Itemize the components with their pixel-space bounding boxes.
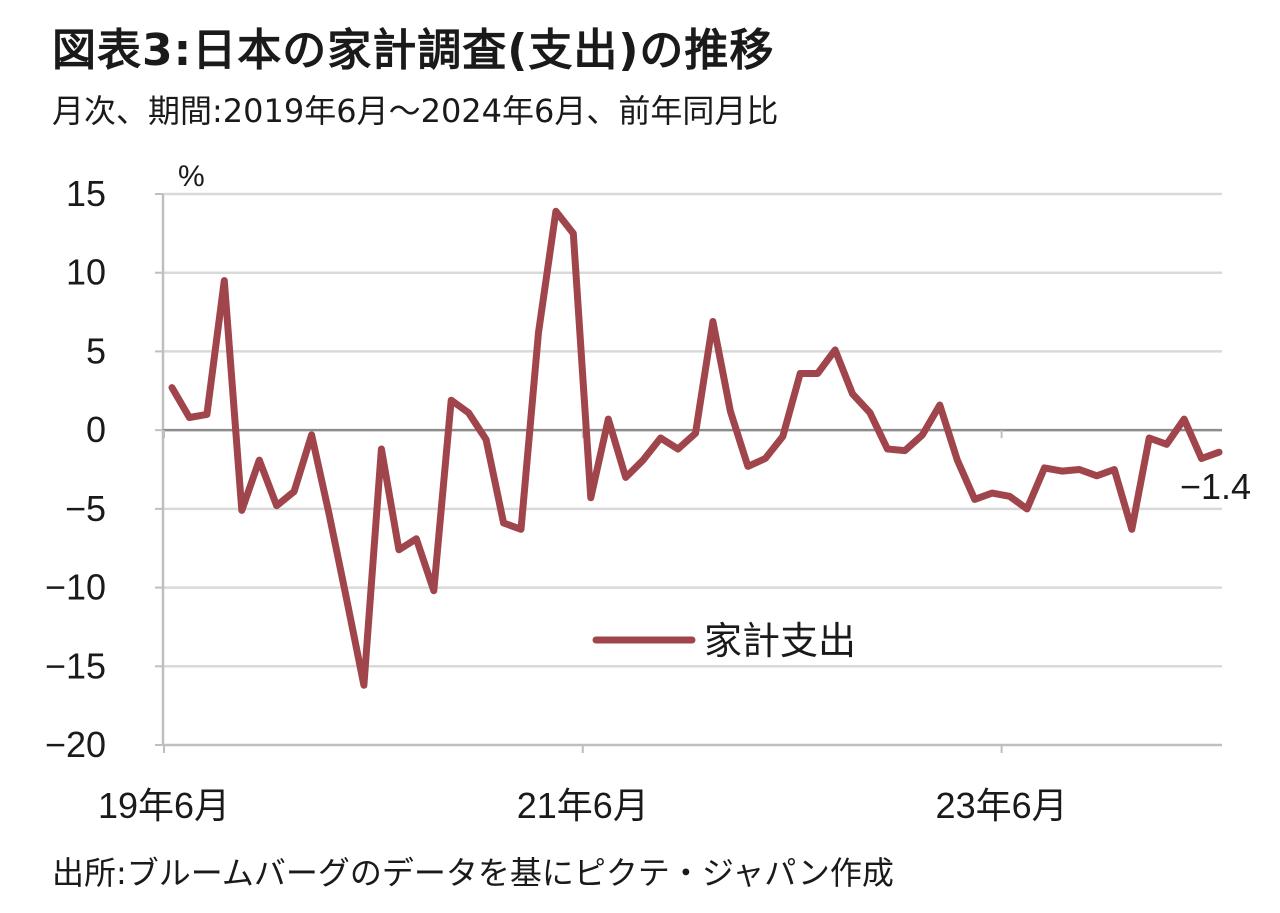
x-tick-label: 19年6月 bbox=[98, 785, 230, 826]
source-note: 出所:ブルームバーグのデータを基にピクテ・ジャパン作成 bbox=[52, 854, 894, 892]
y-tick-label: 10 bbox=[66, 252, 106, 293]
chart-title: 図表3:日本の家計調査(支出)の推移 bbox=[52, 25, 775, 76]
end-value-label: −1.4 bbox=[1180, 466, 1251, 507]
y-unit-label: % bbox=[178, 160, 205, 193]
legend-label: 家計支出 bbox=[704, 621, 856, 663]
y-tick-label: −20 bbox=[45, 724, 106, 765]
x-tick-label: 21年6月 bbox=[517, 785, 649, 826]
y-tick-label: 5 bbox=[86, 330, 106, 371]
chart-subtitle: 月次、期間:2019年6月～2024年6月、前年同月比 bbox=[52, 92, 779, 130]
y-tick-label: −5 bbox=[65, 488, 106, 529]
y-tick-label: −10 bbox=[45, 567, 106, 608]
y-tick-label: −15 bbox=[45, 645, 106, 686]
series-line-household-spending bbox=[168, 207, 1223, 689]
y-tick-label: 0 bbox=[86, 409, 106, 450]
x-tick-label: 23年6月 bbox=[936, 785, 1068, 826]
y-tick-label: 15 bbox=[66, 173, 106, 214]
